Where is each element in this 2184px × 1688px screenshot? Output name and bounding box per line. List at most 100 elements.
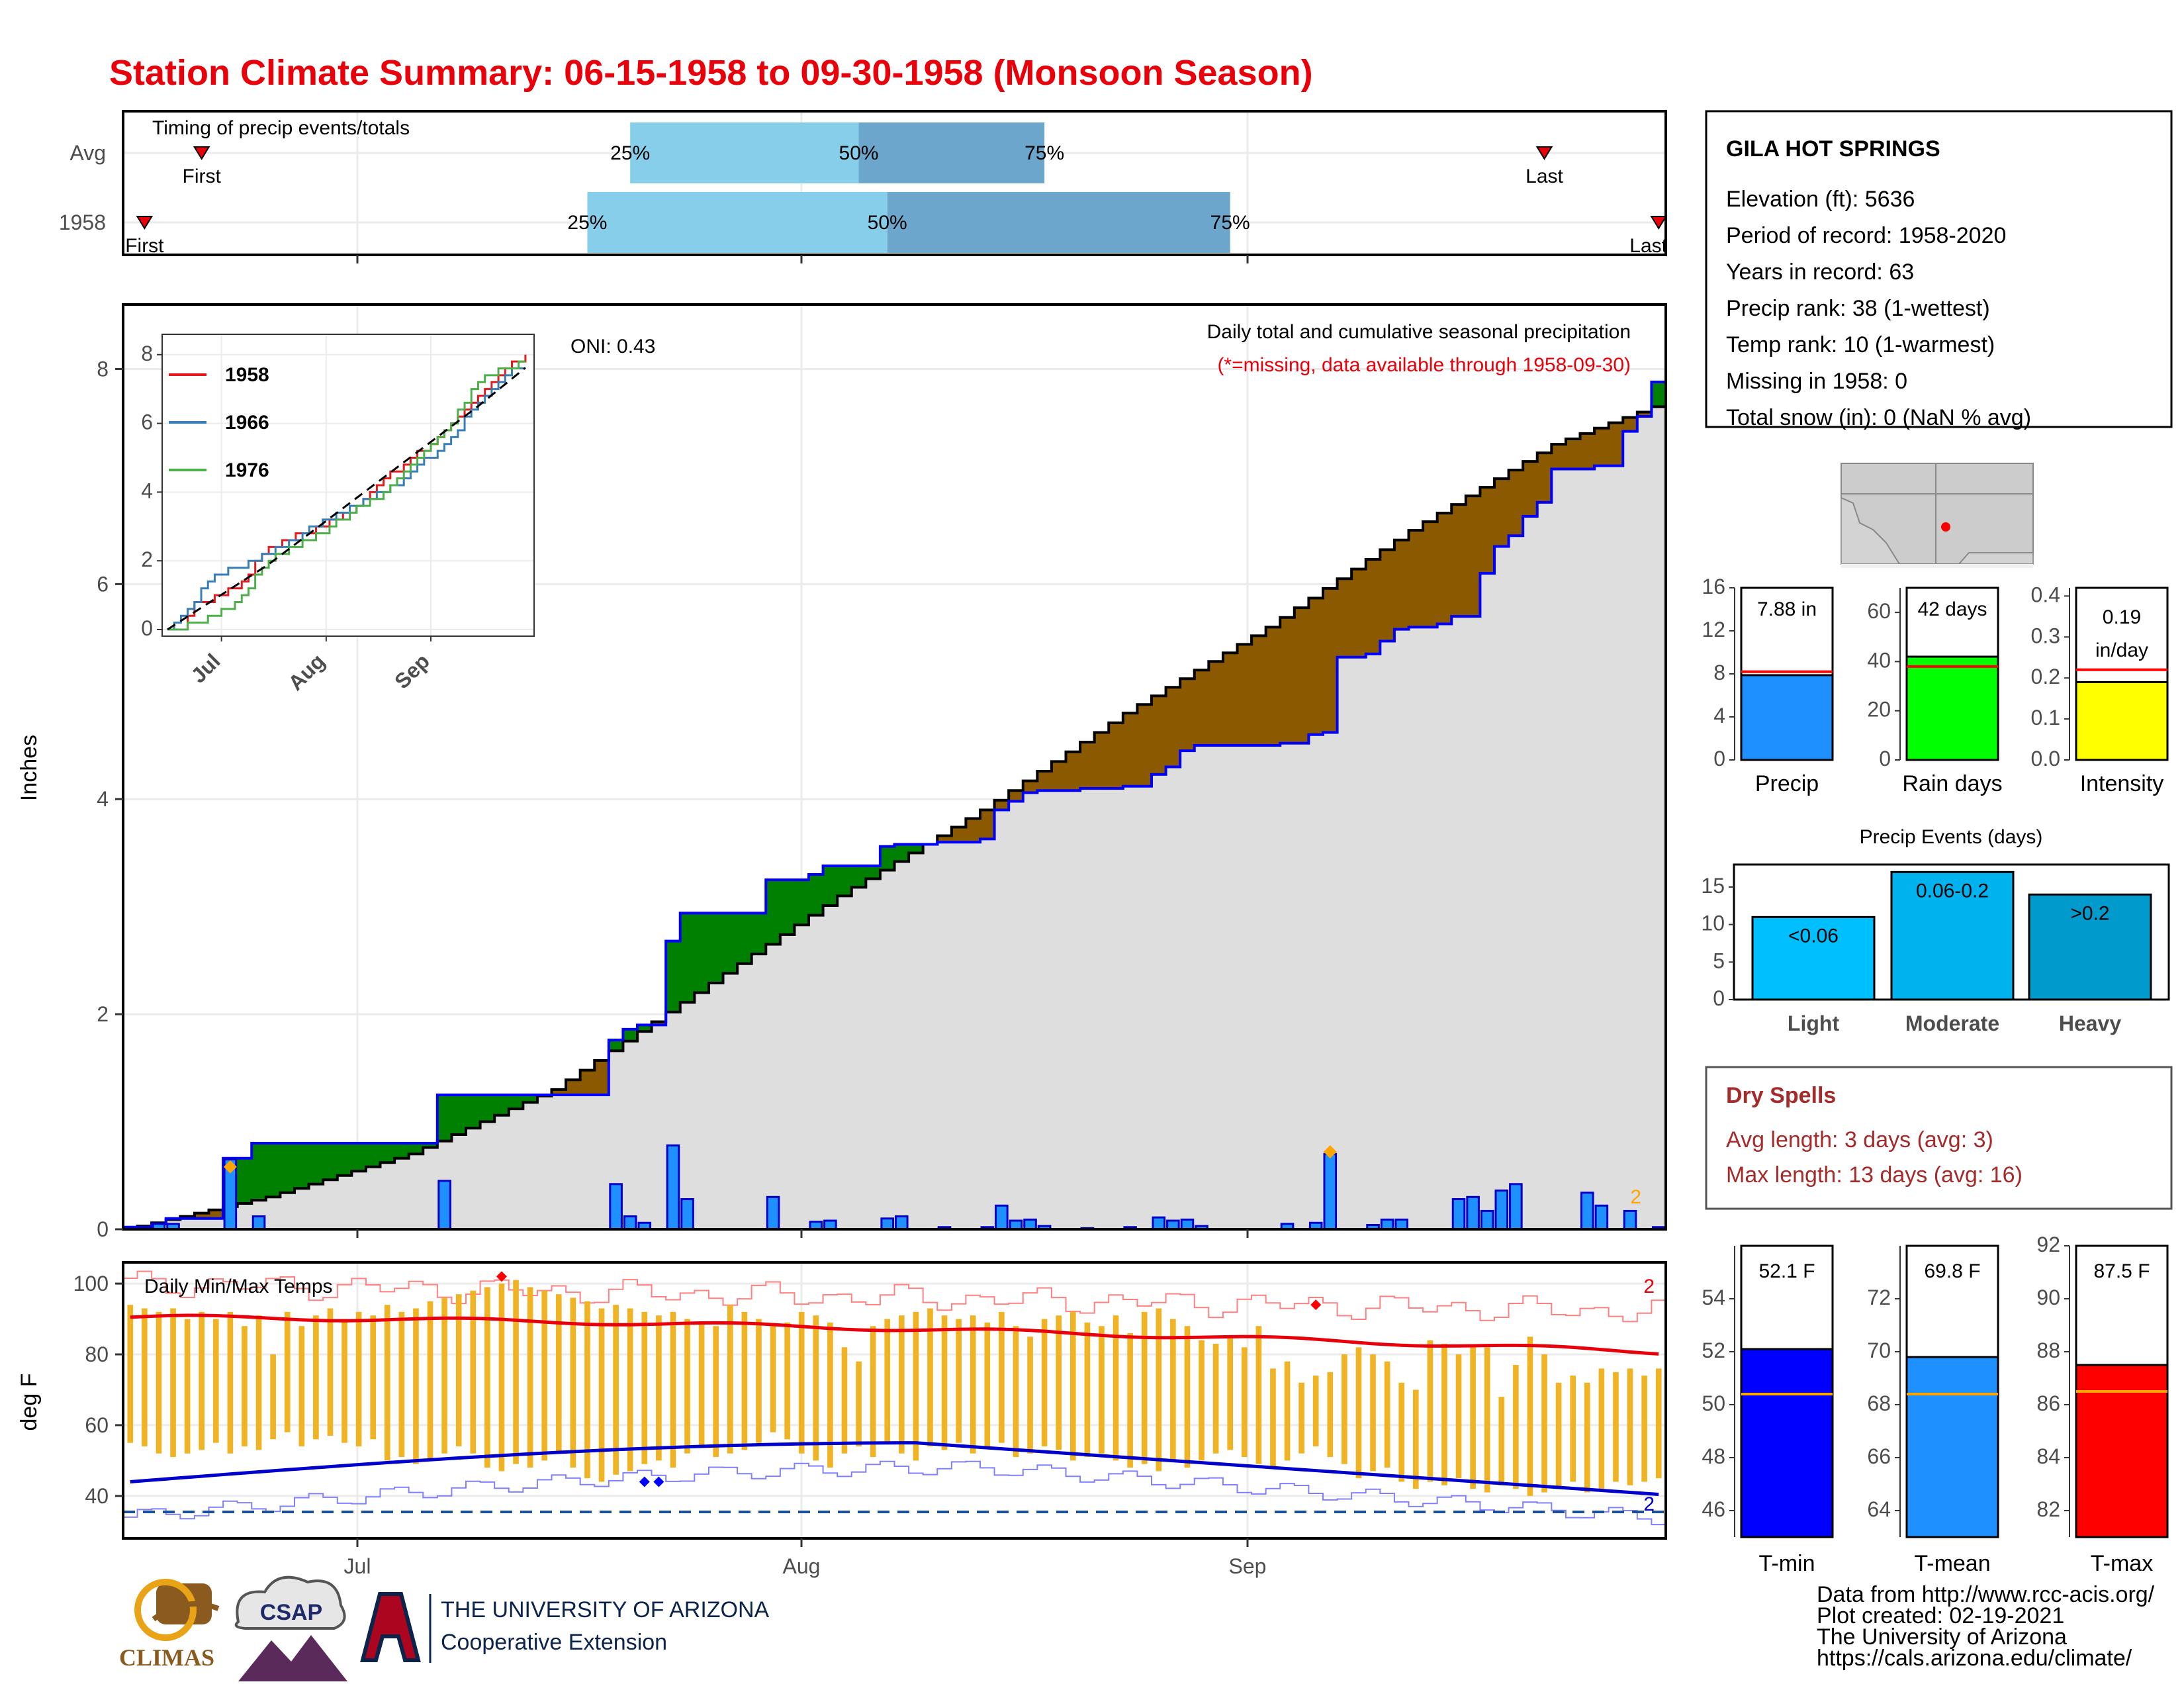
temp-bar-day-35 (627, 1308, 633, 1472)
legend-label-1966: 1966 (225, 412, 269, 434)
precip-panel: 0 2 4 6 8 Inches Daily total and cumulative … (17, 303, 1667, 1241)
temp-bar-day-26 (498, 1284, 505, 1472)
timing-bar-50-75-avg (858, 122, 1045, 183)
temp-mini-t-mean-value-bar (1905, 1356, 1999, 1538)
station-line-period: Period of record: 1958-2020 (1726, 223, 2006, 248)
inset-ytick-label-8: 8 (141, 342, 153, 365)
timing-first-label-avg: First (183, 165, 222, 187)
precip-ytick-label-2: 2 (97, 1002, 109, 1026)
record-max-marker-1958-07-11 (496, 1271, 507, 1282)
temp-bar-day-102 (1584, 1382, 1590, 1493)
temp-bar-day-13 (313, 1315, 319, 1440)
mini-precip-tick-label-16: 16 (1702, 575, 1725, 598)
dry-spells-avg: Avg length: 3 days (avg: 3) (1726, 1127, 1993, 1152)
footer-line-created: Plot created: 02-19-2021 (1817, 1603, 2064, 1628)
mini-precip-value-bar (1740, 674, 1834, 761)
ua-logo-main-text: Cooperative Extension (441, 1630, 667, 1655)
footer-credits: Data from http://www.rcc-acis.org/ Plot … (1817, 1582, 2155, 1671)
daily-precip-bar-1958-09-26 (1594, 1204, 1609, 1231)
temp-bar-day-107 (1655, 1368, 1662, 1479)
temp-y-ticks: 40 60 80 100 (73, 1272, 123, 1508)
temp-ytick-label-60: 60 (85, 1413, 109, 1437)
csap-cloud-icon (234, 1575, 346, 1630)
below-average-area (137, 412, 1652, 1227)
timing-q50-label-1958: 50% (868, 212, 907, 234)
climas-logo-text: CLIMAS (119, 1644, 214, 1671)
temp-bar-day-101 (1570, 1376, 1576, 1482)
temp-mini-t-min-chart: 46 48 50 52 54 52.1 F T-min (1702, 1244, 1834, 1576)
csap-mountain-icon (238, 1635, 347, 1681)
temp-mini-t-min-tick-label-52: 52 (1702, 1338, 1725, 1362)
inset-ytick-label-4: 4 (141, 479, 153, 502)
temp-bar-day-76 (1212, 1343, 1219, 1454)
mini-precip-tick-label-4: 4 (1713, 704, 1725, 727)
average-max-line (130, 1313, 1659, 1356)
temp-bar-day-49 (827, 1322, 833, 1468)
temp-bar-day-33 (598, 1308, 605, 1482)
inset-average-line (167, 367, 526, 631)
events-bars: 0 5 10 15 <0.06 Light 0.06-0.2 Moderate >0.2 Heav… (1701, 863, 2170, 1035)
daily-precip-bar-1958-09-07 (1323, 1152, 1338, 1231)
mini-label-1: Rain days (1902, 771, 2002, 796)
inset-background (162, 334, 534, 636)
daily-precip-bar-1958-08-17 (1023, 1218, 1037, 1231)
inset-x-ticks: Jul Aug Sep (186, 636, 434, 695)
mini-label-2: Intensity (2080, 771, 2164, 796)
temp-bar-day-88 (1384, 1361, 1390, 1468)
daily-precip-bar-1958-08-26 (1152, 1216, 1166, 1231)
average-min-line (130, 1441, 1659, 1496)
daily-precip-bar-1958-09-18 (1480, 1209, 1494, 1231)
temp-bar-day-39 (684, 1319, 690, 1454)
temp-bar-day-12 (298, 1326, 305, 1446)
temp-mini-value-text-1: 69.8 F (1924, 1260, 1980, 1282)
dry-spells-title: Dry Spells (1726, 1083, 1836, 1108)
events-cat-label-light: Light (1788, 1011, 1840, 1035)
mini-value-text-1: 42 days (1917, 598, 1987, 620)
temp-bar-day-81 (1284, 1361, 1291, 1461)
temp-bar-day-71 (1141, 1311, 1148, 1464)
temp-bar-day-65 (1056, 1315, 1062, 1450)
daily-precip-bar-1958-09-11 (1380, 1218, 1394, 1231)
temp-bar-day-50 (841, 1347, 848, 1454)
timing-panel: 25% 50% 75% First Last 25% 50% 75% First Last Tim… (59, 110, 1668, 263)
temp-bar-day-22 (441, 1297, 447, 1454)
timing-q75-label-1958: 75% (1210, 212, 1250, 234)
timing-q25-label-avg: 25% (610, 142, 650, 164)
mini-rain-days-tick-label-20: 20 (1867, 698, 1891, 722)
inset-line-1966 (167, 367, 525, 631)
mini-intensity-value-text: 0.19 (2103, 606, 2141, 628)
timing-q75-label-avg: 75% (1024, 142, 1064, 164)
precip-ytick-label-4: 4 (97, 787, 109, 811)
mini-precip-tick-label-0: 0 (1713, 747, 1725, 771)
precip-note-missing: (*=missing, data available through 1958-… (1217, 354, 1631, 376)
station-info-frame (1705, 110, 2173, 428)
daily-precip-bar-1958-09-17 (1466, 1196, 1480, 1231)
temp-ytick-label-40: 40 (85, 1484, 109, 1508)
temp-missing-min: 2 (1643, 1493, 1655, 1515)
oni-label: ONI: 0.43 (570, 336, 655, 357)
temp-bar-day-41 (713, 1326, 719, 1458)
inset-xtick-label-Jul: Jul (186, 649, 224, 687)
daily-precip-bar-1958-08-08 (895, 1215, 909, 1231)
temp-bar-day-25 (484, 1287, 490, 1468)
footer-line-url: https://cals.arizona.edu/climate/ (1817, 1646, 2132, 1671)
csap-logo-text: CSAP (260, 1600, 322, 1625)
temp-bar-day-32 (584, 1301, 590, 1479)
page-title: Station Climate Summary: 06-15-1958 to 0… (109, 53, 1313, 93)
temp-bar-day-98 (1527, 1336, 1533, 1496)
temp-mini-t-min-tick-label-48: 48 (1702, 1444, 1725, 1468)
climas-logo: CLIMAS (119, 1579, 220, 1671)
record-min-marker-1958-07-21 (639, 1476, 650, 1487)
footer-line-university: The University of Arizona (1817, 1624, 2067, 1650)
temp-missing-max: 2 (1643, 1276, 1655, 1297)
temp-bar-day-42 (727, 1305, 733, 1454)
station-info-box: GILA HOT SPRINGS Elevation (ft): 5636 Pe… (1705, 110, 2173, 430)
daily-precip-bar-1958-09-25 (1580, 1192, 1594, 1231)
temp-bar-day-31 (570, 1297, 576, 1468)
daily-precip-bar-1958-08-07 (880, 1217, 894, 1231)
temp-heading: Daily Min/Max Temps (144, 1276, 333, 1297)
temp-bar-day-19 (398, 1311, 405, 1458)
temp-bar-day-55 (913, 1311, 919, 1461)
temp-bar-day-96 (1498, 1397, 1505, 1485)
temp-bar-day-75 (1199, 1340, 1205, 1461)
